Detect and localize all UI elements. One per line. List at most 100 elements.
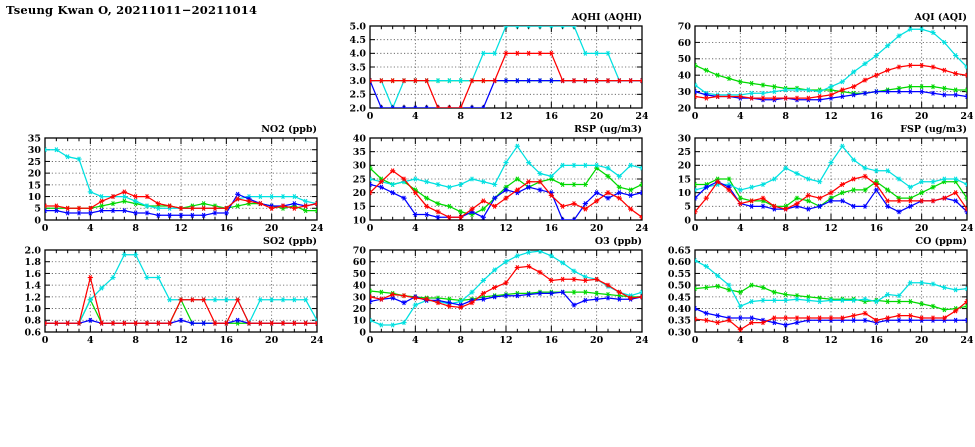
xtick-label: 0: [42, 335, 49, 344]
panel-o3: O3 (ppb) 0 10 20 30 40 50 60 70 0 4 8 12 16 20 24: [330, 232, 648, 344]
ytick-label: 30: [678, 133, 692, 144]
ytick-label: 40: [353, 281, 367, 292]
panel-title: AQI (AQI): [914, 12, 967, 23]
ytick-label: 1.4: [24, 281, 41, 292]
xtick-label: 4: [412, 111, 419, 120]
ytick-label: 40: [353, 133, 367, 144]
ytick-label: 30: [353, 161, 367, 172]
ytick-label: 15: [28, 180, 41, 191]
xtick-label: 20: [915, 111, 929, 120]
ytick-label: 2.5: [349, 90, 366, 101]
ytick-label: 0.35: [668, 316, 691, 327]
panel-aqhi: AQHI (AQHI) 2.0 2.5 3.0 3.5 4.0 4.5 5.0 0 4 8 12 16 2…: [330, 8, 648, 120]
ytick-label: 0: [34, 215, 41, 226]
ytick-label: 2.0: [349, 103, 366, 114]
xtick-label: 0: [692, 223, 699, 232]
xtick-label: 4: [737, 111, 744, 120]
ytick-label: 10: [28, 192, 42, 203]
xtick-label: 20: [265, 335, 279, 344]
xtick-label: 16: [220, 335, 234, 344]
ytick-label: 0: [684, 215, 691, 226]
series-line-cyan: [45, 254, 317, 325]
ytick-label: 35: [28, 133, 41, 144]
xtick-label: 16: [545, 111, 559, 120]
plot-rsp: RSP (ug/m3) 10 15 20 25 30 35 40 0 4 8 12 16 20 24: [353, 124, 648, 232]
ytick-label: 10: [353, 316, 367, 327]
plot-fsp: FSP (ug/m3) 0 5 10 15 20 25 30 0 4 8 12 16 20 24: [678, 124, 973, 232]
ytick-label: 4.5: [349, 35, 366, 46]
panel-title: O3 (ppb): [595, 236, 642, 247]
ytick-label: 20: [353, 304, 367, 315]
ytick-label: 1.8: [24, 257, 41, 268]
ytick-label: 30: [28, 145, 42, 156]
xtick-label: 12: [499, 111, 512, 120]
ytick-label: 30: [678, 87, 692, 98]
xtick-label: 8: [132, 223, 139, 232]
xtick-label: 8: [782, 223, 789, 232]
ytick-label: 15: [353, 202, 366, 213]
ytick-label: 40: [678, 71, 692, 82]
ytick-label: 10: [353, 215, 367, 226]
xtick-label: 24: [960, 223, 973, 232]
ytick-label: 50: [678, 54, 692, 65]
ytick-label: 20: [678, 161, 692, 172]
ytick-label: 0.60: [668, 257, 692, 268]
xtick-label: 24: [310, 223, 323, 232]
xtick-label: 8: [457, 223, 464, 232]
panel-rsp: RSP (ug/m3) 10 15 20 25 30 35 40 0 4 8 12 16 20 24: [330, 120, 648, 232]
ytick-label: 0: [359, 327, 366, 338]
xtick-label: 8: [457, 111, 464, 120]
xtick-label: 20: [915, 223, 929, 232]
ytick-label: 15: [678, 174, 691, 185]
xtick-label: 12: [174, 223, 187, 232]
ytick-label: 20: [28, 169, 42, 180]
ytick-label: 0.40: [668, 304, 692, 315]
xtick-label: 24: [310, 335, 323, 344]
xtick-label: 24: [635, 111, 648, 120]
xtick-label: 4: [412, 335, 419, 344]
xtick-label: 16: [545, 223, 559, 232]
ytick-label: 2.0: [24, 245, 41, 256]
xtick-label: 0: [367, 223, 374, 232]
xtick-label: 0: [367, 111, 374, 120]
panel-fsp: FSP (ug/m3) 0 5 10 15 20 25 30 0 4 8 12 16 20 24: [655, 120, 973, 232]
ytick-label: 60: [353, 257, 367, 268]
ytick-label: 25: [28, 157, 41, 168]
xtick-label: 24: [960, 335, 973, 344]
xtick-label: 8: [132, 335, 139, 344]
ytick-label: 25: [678, 147, 691, 158]
ytick-label: 3.0: [349, 76, 366, 87]
xtick-label: 12: [499, 335, 512, 344]
ytick-label: 70: [678, 21, 692, 32]
xtick-label: 20: [590, 223, 604, 232]
panel-no2: NO2 (ppb) 0 5 10 15 20 25 30 35 0 4 8 12 16 20 24: [5, 120, 323, 232]
panel-title: SO2 (ppb): [263, 236, 317, 247]
xtick-label: 20: [915, 335, 929, 344]
xtick-label: 0: [42, 223, 49, 232]
xtick-label: 4: [87, 335, 94, 344]
xtick-label: 20: [590, 111, 604, 120]
xtick-label: 4: [737, 223, 744, 232]
xtick-label: 8: [782, 111, 789, 120]
xtick-label: 8: [457, 335, 464, 344]
ytick-label: 60: [678, 38, 692, 49]
xtick-label: 12: [824, 223, 837, 232]
ytick-label: 0.50: [668, 281, 692, 292]
ytick-label: 25: [353, 174, 366, 185]
plot-co: CO (ppm) 0.300.350.400.450.500.550.600.65…: [668, 236, 973, 344]
page-title: Tseung Kwan O, 20211011−20211014: [6, 3, 258, 17]
plot-aqhi: AQHI (AQHI) 2.0 2.5 3.0 3.5 4.0 4.5 5.0 0 4 8 12 16 2…: [349, 12, 648, 120]
xtick-label: 16: [870, 223, 884, 232]
xtick-label: 12: [174, 335, 187, 344]
series-line-blue: [45, 193, 317, 216]
ytick-label: 0.55: [668, 269, 691, 280]
xtick-label: 4: [87, 223, 94, 232]
ytick-label: 0.30: [668, 327, 692, 338]
xtick-label: 0: [692, 111, 699, 120]
xtick-label: 24: [960, 111, 973, 120]
xtick-label: 12: [824, 111, 837, 120]
xtick-label: 20: [590, 335, 604, 344]
xtick-label: 4: [737, 335, 744, 344]
plot-so2: SO2 (ppb) 0.60.81.01.21.41.61.82.0 0 4 8 12 16…: [24, 236, 323, 344]
ytick-label: 35: [353, 147, 366, 158]
